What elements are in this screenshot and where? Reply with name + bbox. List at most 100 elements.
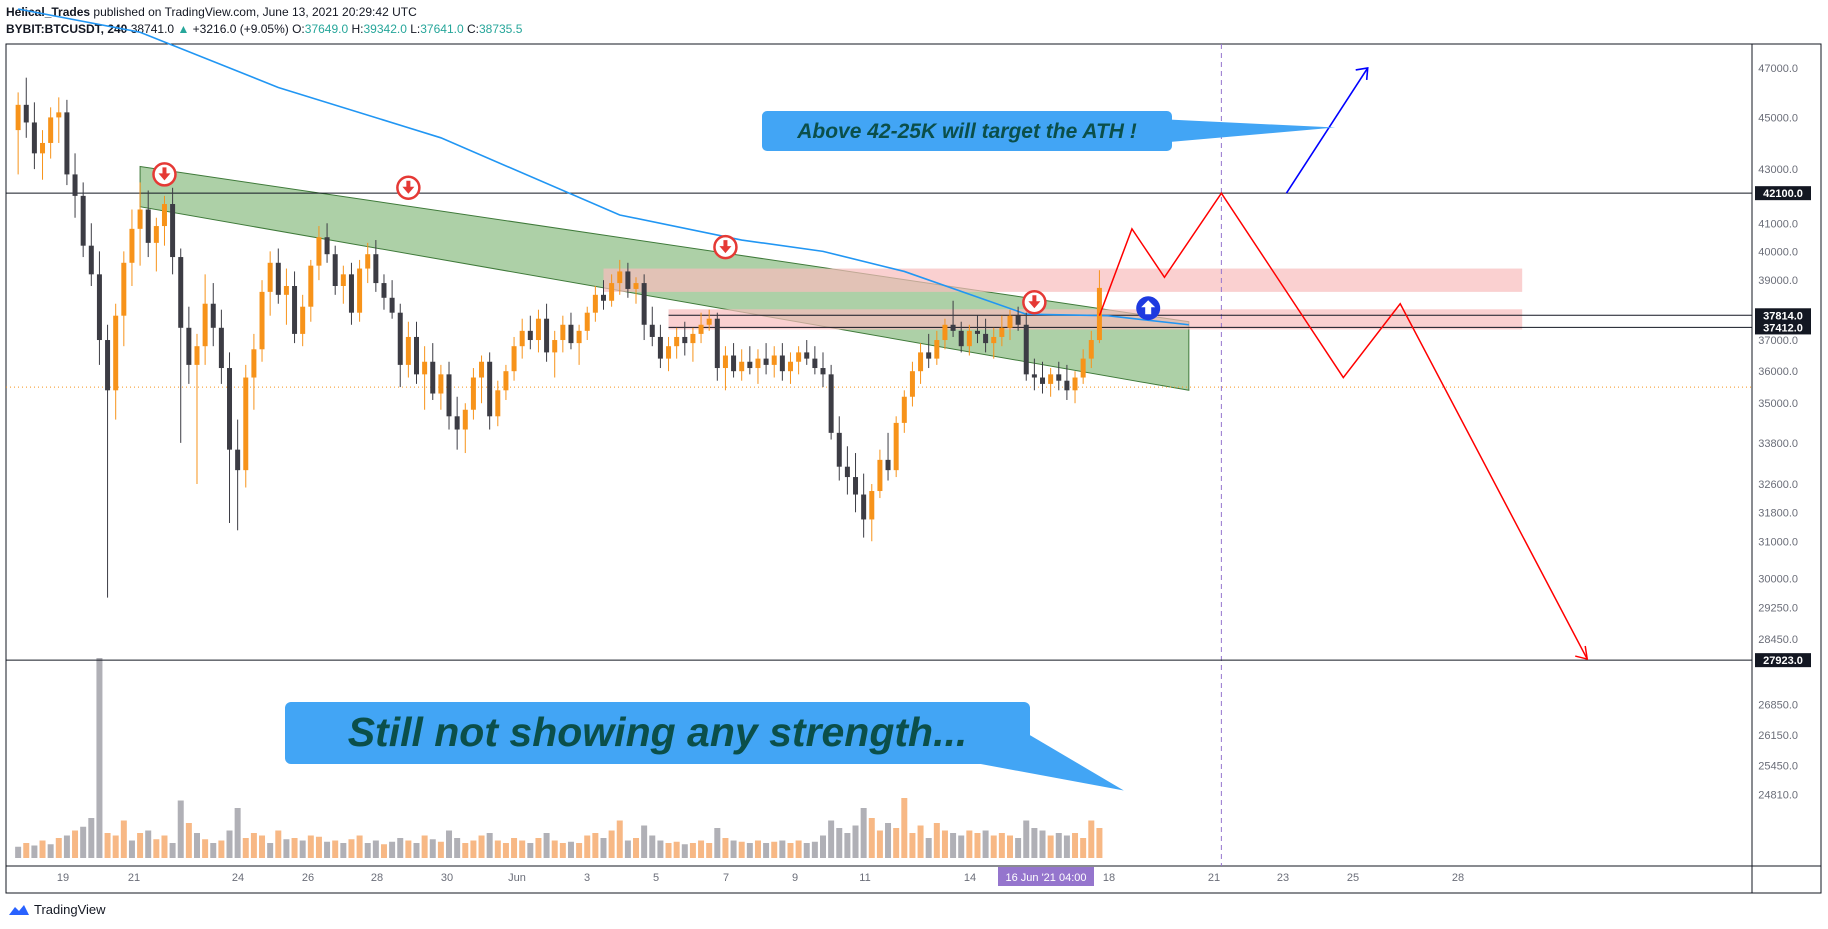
- y-tick-label: 26150.0: [1758, 730, 1798, 742]
- volume-bar: [535, 838, 542, 858]
- volume-bar: [698, 840, 705, 858]
- x-tick-label: 23: [1277, 872, 1289, 884]
- volume-bar: [893, 828, 900, 858]
- projection-paths[interactable]: [1098, 66, 1589, 661]
- candle-body: [568, 324, 574, 344]
- tradingview-footer[interactable]: TradingView: [8, 902, 106, 917]
- date-badge: [998, 867, 1094, 886]
- callout-box: [762, 111, 1172, 151]
- y-tick-label: 36000.0: [1758, 366, 1798, 378]
- volume-bar: [1055, 833, 1062, 858]
- time-axis[interactable]: 19 21 24 26 28 30 Jun 3 5 7 9 11 14 16 Jun '21 04:00 1…: [57, 867, 1464, 886]
- candle-body: [747, 361, 753, 369]
- volume-bar: [689, 843, 696, 858]
- x-tick-label: 19: [57, 872, 69, 884]
- volume-bar: [39, 840, 46, 858]
- volume-bars: [15, 658, 1103, 858]
- callout-annotations[interactable]: Above 42-25K will target the ATH ! Still …: [285, 111, 1336, 791]
- candle-body: [779, 355, 785, 372]
- candle-body: [739, 361, 745, 372]
- candle-body: [544, 318, 550, 353]
- volume-bar: [1096, 828, 1103, 858]
- volume-bar: [31, 845, 38, 858]
- candle-body: [495, 390, 501, 417]
- moving-average: [17, 8, 1189, 326]
- candle-body: [909, 371, 915, 397]
- price-axis[interactable]: 47000.0 45000.0 43000.0 41000.0 40000.0 39000…: [1758, 63, 1798, 802]
- volume-bar: [259, 835, 266, 858]
- y-tick-label: 32600.0: [1758, 479, 1798, 491]
- candle-body: [519, 330, 525, 347]
- x-tick-label: 28: [371, 872, 383, 884]
- y-tick-label: 24810.0: [1758, 790, 1798, 802]
- y-tick-label: 26850.0: [1758, 700, 1798, 712]
- x-tick-label: 21: [128, 872, 140, 884]
- y-tick-label: 45000.0: [1758, 112, 1798, 124]
- y-tick-label: 35000.0: [1758, 398, 1798, 410]
- volume-bar: [145, 830, 152, 858]
- candle-body: [698, 324, 704, 334]
- close-label: C:: [466, 22, 479, 36]
- candle-body: [113, 315, 119, 391]
- volume-bar: [486, 833, 493, 858]
- candle-body: [1056, 374, 1062, 381]
- volume-bar: [96, 658, 103, 858]
- author-name[interactable]: Helical_Trades: [6, 5, 91, 19]
- candle-body: [991, 336, 997, 344]
- up-triangle-icon: ▲: [177, 22, 190, 36]
- horizontal-levels[interactable]: [6, 44, 1752, 866]
- candle-body: [218, 327, 224, 369]
- volume-bar: [600, 838, 607, 858]
- volume-bar: [405, 840, 412, 858]
- candle-body: [324, 237, 330, 255]
- candle-body: [836, 432, 842, 467]
- candle-body: [600, 294, 606, 301]
- candle-body: [31, 122, 37, 154]
- y-tick-label: 31800.0: [1758, 507, 1798, 519]
- candle-body: [470, 377, 476, 410]
- open-label: O:: [292, 22, 305, 36]
- volume-bar: [844, 833, 851, 858]
- volume-bar: [437, 841, 444, 858]
- candle-body: [812, 358, 818, 369]
- level-label: 37412.0: [1763, 322, 1803, 334]
- publish-info: Helical_Trades published on TradingView.…: [6, 5, 417, 19]
- candle-body: [137, 209, 143, 229]
- candle-body: [942, 324, 948, 341]
- down-arrow-icon: [719, 240, 732, 254]
- bullish-arrowhead: [1355, 66, 1369, 81]
- candle-body: [153, 226, 159, 243]
- bearish-projection-line: [1098, 191, 1588, 660]
- volume-bar: [592, 833, 599, 858]
- symbol-info: BYBIT:BTCUSDT, 240 38741.0 ▲ +3216.0 (+9…: [6, 22, 522, 36]
- candle-body: [503, 371, 509, 391]
- candle-body: [609, 283, 615, 301]
- candle-body: [926, 352, 932, 359]
- x-tick-label: 25: [1347, 872, 1359, 884]
- volume-bar: [55, 838, 62, 858]
- candle-body: [1072, 377, 1078, 391]
- volume-bar: [315, 836, 322, 858]
- volume-bar: [397, 838, 404, 858]
- resistance-zones[interactable]: [603, 268, 1523, 330]
- candle-body: [332, 254, 338, 287]
- candle-body: [731, 355, 737, 372]
- callout-box: [285, 702, 1030, 764]
- candle-body: [950, 324, 956, 331]
- volume-bar: [446, 830, 453, 858]
- volume-bar: [714, 828, 721, 858]
- candle-body: [129, 228, 135, 263]
- volume-bar: [836, 828, 843, 858]
- candle-body: [96, 274, 102, 341]
- level-label-bg: [1755, 653, 1811, 668]
- volume-bar: [283, 839, 290, 858]
- candle-body: [121, 262, 127, 316]
- volume-bar: [624, 840, 631, 858]
- y-tick-label: 41000.0: [1758, 218, 1798, 230]
- y-tick-label: 28450.0: [1758, 634, 1798, 646]
- candle-body: [1023, 324, 1029, 375]
- candle-body: [1040, 377, 1046, 384]
- bearish-arrowhead: [1575, 645, 1589, 661]
- candle-body: [1031, 374, 1037, 378]
